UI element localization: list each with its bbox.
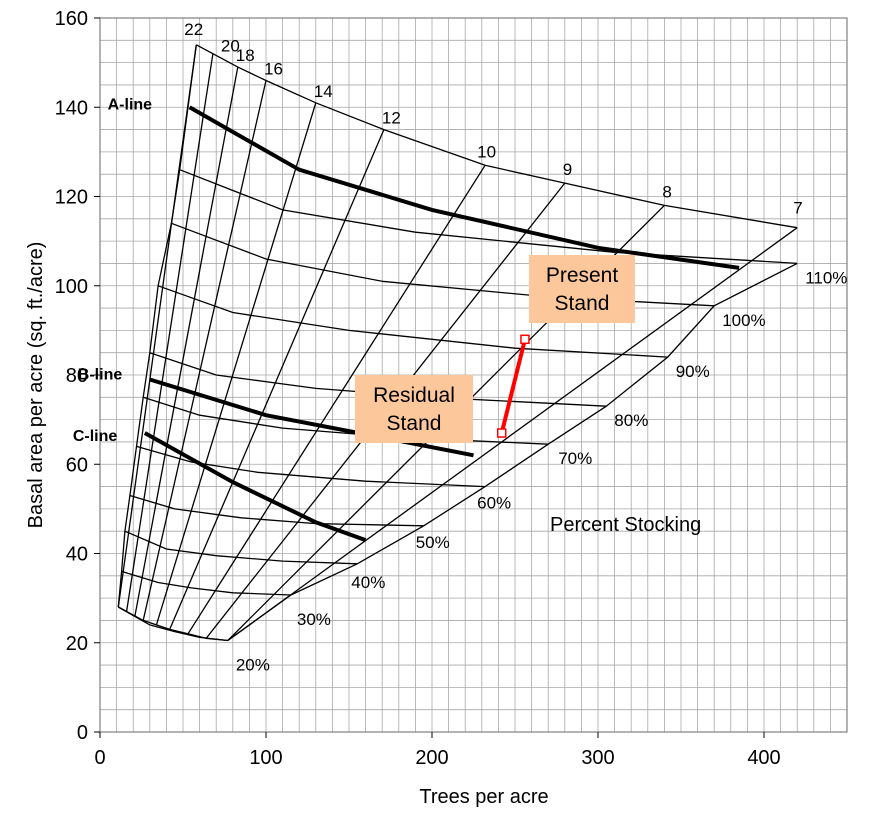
stocking-line [149,352,607,407]
x-tick-label: 300 [581,747,614,769]
stocking-label: 110% [805,268,847,287]
lower-boundary [117,606,228,642]
y-tick-label: 0 [77,722,88,744]
y-tick-label: 60 [66,454,88,476]
stocking-label: 80% [614,411,648,430]
stand-marker [496,428,507,438]
x-tick-label: 100 [249,747,282,769]
stocking-line [179,169,798,265]
diameter-label: 16 [264,59,283,78]
diameter-line [142,80,267,621]
percent-stocking-label: Percent Stocking [550,514,701,536]
diameter-label: 12 [382,109,401,128]
stocking-curves [117,44,798,642]
residual-stand-label: Residual Stand [355,375,473,443]
y-tick-label: 40 [66,544,88,566]
y-axis-title: Basal area per acre (sq. ft./acre) [25,242,47,529]
y-tick-label: 20 [66,633,88,655]
diameter-label: 7 [793,199,802,218]
diameter-line [227,227,798,642]
residual-stand-label-text: Stand [387,412,442,435]
residual-stand-label-box [355,375,473,443]
stocking-label: 60% [477,494,511,513]
stocking-label: 40% [351,573,385,592]
thinning-line [499,338,527,434]
stocking-line [129,494,424,527]
stocking-label: 100% [722,311,765,330]
left-boundary [117,44,197,608]
reference-line [188,105,740,270]
reference-line [149,377,474,458]
reference-label: B-line [78,366,123,383]
y-tick-label: 160 [55,8,88,30]
diameter-label: 22 [184,20,203,39]
upper-boundary [195,44,798,229]
stand-marker [520,334,530,345]
diameter-label: 8 [662,182,671,201]
stocking-line [157,285,668,358]
reference-label: C-line [73,428,118,445]
y-tick-label: 140 [55,97,88,119]
x-tick-label: 400 [747,747,780,769]
y-tick-label: 120 [55,187,88,209]
diameter-label: 18 [236,46,255,65]
stocking-line [124,530,358,565]
stocking-line [121,570,291,596]
present-stand-label-text: Stand [555,292,610,315]
x-tick-label: 200 [415,747,448,769]
present-stand-label-box [529,255,635,323]
residual-stand-label-text: Residual [373,384,455,407]
right-boundary [227,262,798,642]
reference-label: A-line [108,96,153,113]
diameter-label: 20 [221,37,240,56]
stocking-label: 70% [558,449,592,468]
reference-line [143,431,367,542]
present-stand-label: Present Stand [529,255,635,323]
stocking-line [136,445,486,488]
stocking-label: 90% [676,362,710,381]
stocking-label: 30% [297,610,331,629]
x-axis-title: Trees per acre [419,786,548,808]
diameter-line [169,129,385,630]
x-tick-label: 0 [94,747,105,769]
diameter-label: 9 [563,160,572,179]
y-tick-label: 80 [66,365,88,387]
diameter-line [125,53,214,612]
stocking-label: 50% [416,533,450,552]
present-stand-label-text: Present [546,264,619,287]
y-tick-label: 100 [55,276,88,298]
tick-labels: 0 100 200 300 400 0 20 40 60 80 100 120 140 160 [55,8,781,769]
stocking-label: 20% [236,656,270,675]
diameter-line [134,66,239,617]
diameter-label: 10 [477,142,496,161]
diameter-line [187,164,486,635]
diameter-line [155,102,317,626]
diameter-label: 14 [314,82,333,101]
